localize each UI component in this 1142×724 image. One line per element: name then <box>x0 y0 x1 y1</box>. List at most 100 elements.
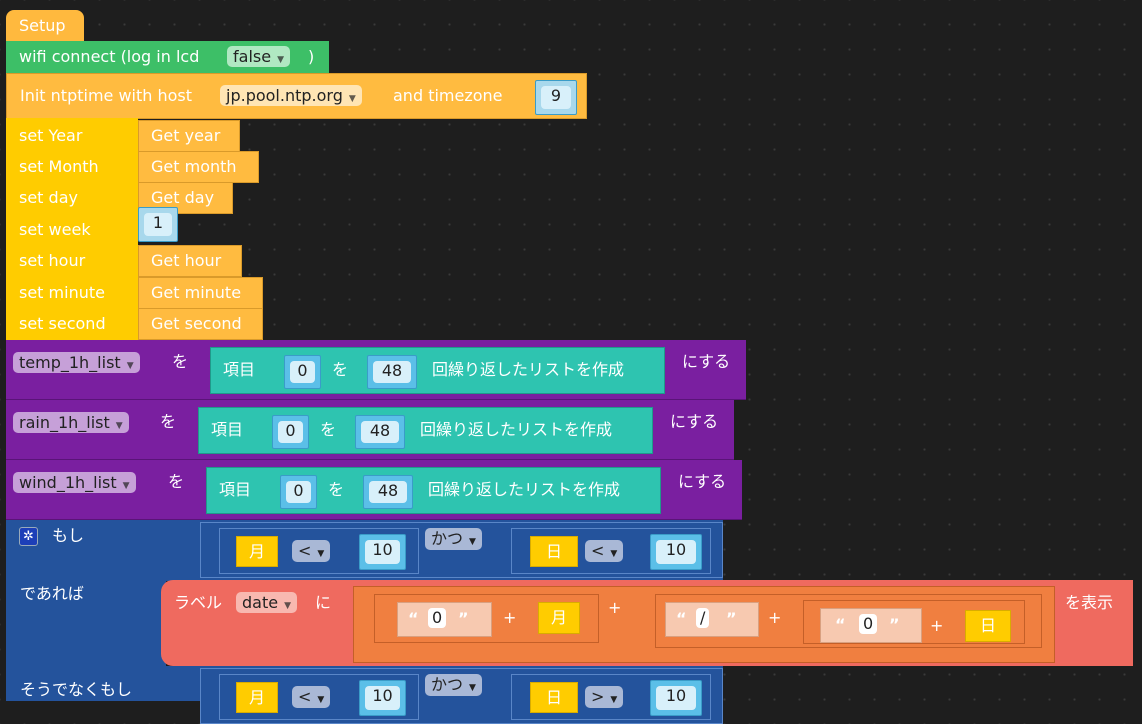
month-var[interactable]: 月 <box>236 682 278 713</box>
dropdown-arrow-icon: ▼ <box>610 549 618 559</box>
dropdown-arrow-icon: ▼ <box>277 55 284 65</box>
set-row-label: set hour <box>19 251 86 270</box>
list-var-dropdown[interactable]: rain_1h_list ▼ <box>13 412 129 433</box>
number-10[interactable]: 10 <box>359 534 406 570</box>
day-var[interactable]: 日 <box>530 682 578 713</box>
setup-block[interactable]: Setup <box>6 10 84 42</box>
wo-label: を <box>320 420 337 439</box>
item-label: 項目 <box>223 360 256 379</box>
and-dropdown[interactable]: かつ ▼ <box>425 674 482 696</box>
log-lcd-dropdown[interactable]: false ▼ <box>227 46 290 67</box>
string-value[interactable]: 0 <box>428 608 447 628</box>
week-number[interactable]: 1 <box>138 207 178 242</box>
op-value: < <box>298 687 312 706</box>
item-value-text[interactable]: 0 <box>290 361 315 383</box>
get-label: Get second <box>151 314 242 333</box>
wo-label: を <box>328 480 345 499</box>
compare-op-dropdown[interactable]: < ▼ <box>292 540 331 562</box>
get-time-block[interactable]: Get second <box>138 308 263 340</box>
suru-label: にする <box>678 472 727 491</box>
item-value[interactable]: 0 <box>284 355 321 389</box>
list-var-value: wind_1h_list <box>19 473 117 492</box>
make-list-label: 回繰り返したリストを作成 <box>428 480 621 499</box>
dropdown-arrow-icon: ▼ <box>317 695 325 705</box>
month-var[interactable]: 月 <box>538 602 580 634</box>
wifi-connect-block[interactable]: wifi connect (log in lcd false ▼ ) <box>6 41 329 73</box>
repeat-list-block[interactable]: 項目 0 を 48 回繰り返したリストを作成 <box>198 407 653 454</box>
count-value[interactable]: 48 <box>367 355 417 389</box>
list-var-value: temp_1h_list <box>19 353 121 372</box>
timezone-number[interactable]: 9 <box>535 80 577 115</box>
number-value[interactable]: 10 <box>365 540 400 564</box>
suru-label: にする <box>670 412 719 431</box>
item-label: 項目 <box>219 480 252 499</box>
day-var[interactable]: 日 <box>530 536 578 567</box>
dropdown-arrow-icon: ▼ <box>317 549 325 559</box>
host-value: jp.pool.ntp.org <box>226 86 343 105</box>
compare-op-dropdown[interactable]: < ▼ <box>585 540 624 562</box>
number-value[interactable]: 10 <box>656 540 696 564</box>
string-0[interactable]: “ 0 ” <box>397 602 492 637</box>
week-value[interactable]: 1 <box>144 213 172 236</box>
number-10[interactable]: 10 <box>650 534 702 570</box>
count-value[interactable]: 48 <box>363 475 413 509</box>
plus-sign: + <box>930 616 944 635</box>
item-value-text[interactable]: 0 <box>286 481 311 503</box>
compare-op-dropdown[interactable]: > ▼ <box>585 686 624 708</box>
timezone-label: and timezone <box>393 86 503 105</box>
dropdown-arrow-icon: ▼ <box>122 481 130 491</box>
list-var-dropdown[interactable]: temp_1h_list ▼ <box>13 352 140 373</box>
repeat-list-block[interactable]: 項目 0 を 48 回繰り返したリストを作成 <box>206 467 661 514</box>
month-var[interactable]: 月 <box>236 536 278 567</box>
repeat-list-block[interactable]: 項目 0 を 48 回繰り返したリストを作成 <box>210 347 665 394</box>
number-value[interactable]: 10 <box>365 686 400 710</box>
day-var[interactable]: 日 <box>965 610 1011 642</box>
get-time-block[interactable]: Get minute <box>138 277 263 309</box>
string-value[interactable]: 0 <box>859 614 878 634</box>
number-10[interactable]: 10 <box>359 680 406 716</box>
ni-label: に <box>315 593 332 612</box>
and-dropdown[interactable]: かつ ▼ <box>425 528 482 550</box>
number-10[interactable]: 10 <box>650 680 702 716</box>
get-time-block[interactable]: Get month <box>138 151 259 183</box>
get-label: Get year <box>151 126 221 145</box>
wo-label: を <box>332 360 349 379</box>
dropdown-value: false <box>233 47 272 66</box>
string-value[interactable]: / <box>696 608 710 628</box>
list-var-dropdown[interactable]: wind_1h_list ▼ <box>13 472 136 493</box>
count-value-text[interactable]: 48 <box>369 481 407 503</box>
label-text: ラベル <box>174 593 223 612</box>
and-value: かつ <box>431 675 464 694</box>
string-0b[interactable]: “ 0 ” <box>820 608 922 643</box>
string-slash[interactable]: “ / ” <box>665 602 759 637</box>
dropdown-arrow-icon: ▼ <box>469 683 476 693</box>
set-row-label: set Year <box>19 126 83 145</box>
dropdown-arrow-icon: ▼ <box>348 94 356 104</box>
count-value-text[interactable]: 48 <box>361 421 399 443</box>
number-value[interactable]: 10 <box>656 686 696 710</box>
paren: ) <box>308 47 315 66</box>
quote-close: ” <box>889 615 900 634</box>
quote-close: ” <box>726 609 737 628</box>
get-time-block[interactable]: Get hour <box>138 245 242 277</box>
count-value-text[interactable]: 48 <box>373 361 411 383</box>
count-value[interactable]: 48 <box>355 415 405 449</box>
label-var-dropdown[interactable]: date ▼ <box>236 592 297 613</box>
rtc-set-block[interactable] <box>6 118 138 340</box>
set-row-label: set minute <box>19 283 105 302</box>
make-list-label: 回繰り返したリストを作成 <box>420 420 613 439</box>
item-value-text[interactable]: 0 <box>278 421 303 443</box>
get-label: Get day <box>151 188 215 207</box>
item-value[interactable]: 0 <box>272 415 309 449</box>
timezone-value[interactable]: 9 <box>541 86 571 109</box>
host-dropdown[interactable]: jp.pool.ntp.org ▼ <box>220 85 362 106</box>
get-label: Get month <box>151 157 237 176</box>
item-value[interactable]: 0 <box>280 475 317 509</box>
init-ntptime-block[interactable]: Init ntptime with host jp.pool.ntp.org ▼ … <box>6 73 587 119</box>
list-var-value: rain_1h_list <box>19 413 110 432</box>
quote-open: “ <box>676 609 687 628</box>
get-time-block[interactable]: Get year <box>138 120 240 152</box>
item-label: 項目 <box>211 420 244 439</box>
gear-icon[interactable]: ✲ <box>19 527 38 546</box>
compare-op-dropdown[interactable]: < ▼ <box>292 686 331 708</box>
